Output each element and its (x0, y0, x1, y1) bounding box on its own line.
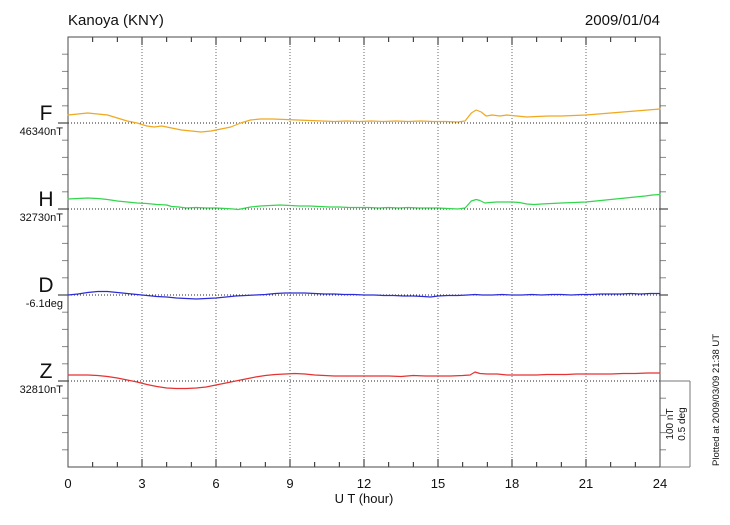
plot-frame (67, 36, 661, 468)
scale-bar-nt-label: 100 nT (665, 408, 676, 439)
trace-H (67, 193, 661, 211)
x-tick-label-12: 12 (357, 476, 371, 491)
channel-letter-Z: Z (40, 360, 53, 383)
scale-bar: 100 nT 0.5 deg (660, 380, 691, 468)
grid-layer (68, 37, 660, 467)
trace-D (67, 290, 661, 300)
plotted-at-note: Plotted at 2009/03/09 21:38 UT (711, 334, 722, 466)
channel-baseline-H: 32730nT (20, 212, 64, 224)
x-tick-label-9: 9 (286, 476, 293, 491)
x-tick-label-15: 15 (431, 476, 445, 491)
channel-letter-H: H (38, 188, 53, 211)
trace-Z (67, 371, 661, 390)
x-axis-label: U T (hour) (335, 491, 394, 506)
channel-baseline-Z: 32810nT (20, 384, 64, 396)
channel-baseline-D: -6.1deg (26, 298, 63, 310)
trace-layer (67, 108, 661, 390)
x-tick-label-0: 0 (64, 476, 71, 491)
x-tick-label-24: 24 (653, 476, 667, 491)
station-title: Kanoya (KNY) (68, 12, 164, 29)
tick-layer: 0 3 6 9 12 15 18 21 24 (58, 37, 668, 491)
x-tick-label-6: 6 (212, 476, 219, 491)
x-tick-label-21: 21 (579, 476, 593, 491)
channel-baseline-F: 46340nT (20, 126, 64, 138)
trace-F (67, 108, 661, 133)
plot-date: 2009/01/04 (585, 12, 660, 29)
x-tick-label-18: 18 (505, 476, 519, 491)
channel-letter-D: D (38, 274, 53, 297)
channel-letter-F: F (40, 102, 53, 125)
x-tick-label-3: 3 (138, 476, 145, 491)
scale-bar-deg-label: 0.5 deg (677, 407, 688, 440)
